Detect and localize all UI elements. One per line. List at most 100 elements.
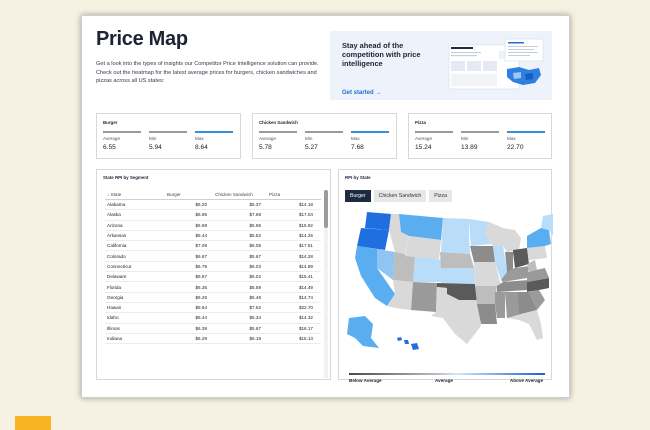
pizza-cell: $14.49 xyxy=(298,284,313,290)
state-cell: Colorado xyxy=(107,253,126,259)
promo-heading: Stay ahead of the competition with price… xyxy=(342,41,421,68)
state-indiana xyxy=(505,252,513,272)
table-row[interactable]: Indiana $6.29 $5.19 $15.13 xyxy=(105,334,321,345)
state-texas xyxy=(431,287,481,344)
get-started-link[interactable]: Get started → xyxy=(342,90,381,96)
state-cell: Florida xyxy=(107,284,122,290)
pizza-cell: $22.70 xyxy=(298,305,313,311)
legend-average: Average xyxy=(435,378,453,383)
us-price-map[interactable] xyxy=(343,206,553,356)
state-arkansas xyxy=(475,286,497,304)
state-nevada xyxy=(377,249,395,280)
state-oregon xyxy=(357,228,389,250)
state-ohio xyxy=(513,248,529,268)
state-wisconsin xyxy=(485,222,503,246)
state-florida xyxy=(507,310,543,340)
min-stat: Min 13.89 xyxy=(461,131,499,151)
state-georgia xyxy=(517,292,537,318)
state-south-dakota xyxy=(441,235,470,254)
state-south-carolina xyxy=(529,290,545,310)
state-column-header[interactable]: ↓ State xyxy=(107,192,122,197)
table-scrollbar[interactable] xyxy=(324,190,328,378)
max-value: 8.64 xyxy=(195,143,208,151)
burger-cell: $6.67 xyxy=(195,253,208,259)
burger-cell: $6.67 xyxy=(195,274,208,280)
pizza-cell: $14.74 xyxy=(298,294,313,300)
table-row[interactable]: Idaho $6.44 $5.34 $14.32 xyxy=(105,313,321,324)
min-value: 5.94 xyxy=(149,143,162,151)
state-north-dakota xyxy=(442,218,469,236)
burger-cell: $6.44 xyxy=(195,233,208,239)
table-row[interactable]: Illinois $6.39 $5.67 $16.17 xyxy=(105,324,321,334)
scrollbar-thumb[interactable] xyxy=(324,190,328,228)
average-value: 5.78 xyxy=(259,143,272,151)
chicken-sandwich-cell: $5.59 xyxy=(249,284,262,290)
state-michigan xyxy=(503,228,521,252)
legend-above-average: Above Average xyxy=(509,378,543,383)
table-row[interactable]: Delaware $6.67 $6.02 $15.41 xyxy=(105,272,321,283)
chicken-sandwich-column-header[interactable]: Chicken Sandwich xyxy=(215,192,253,197)
state-alaska xyxy=(347,316,379,348)
state-new-mexico xyxy=(411,282,437,312)
pizza-cell: $14.28 xyxy=(298,253,313,259)
state-missouri xyxy=(474,262,501,286)
table-row[interactable]: Connecticut $6.79 $6.03 $14.89 xyxy=(105,262,321,273)
state-washington xyxy=(365,212,391,230)
pizza-cell: $14.89 xyxy=(298,263,313,269)
table-row[interactable]: Alaska $6.95 $7.68 $17.04 xyxy=(105,210,321,221)
table-row[interactable]: Alabama $6.20 $5.37 $14.18 xyxy=(105,200,321,211)
min-stat: Min 5.27 xyxy=(305,131,343,151)
burger-cell: $6.44 xyxy=(195,315,208,321)
table-row[interactable]: Arkansas $6.44 $5.52 $14.25 xyxy=(105,231,321,242)
state-hawaii-1 xyxy=(397,337,402,341)
table-row[interactable]: Colorado $6.67 $5.67 $14.28 xyxy=(105,251,321,262)
table-row[interactable]: California $7.08 $6.05 $17.51 xyxy=(105,241,321,252)
burger-cell: $6.25 xyxy=(195,294,208,300)
table-row[interactable]: Florida $6.36 $5.59 $14.49 xyxy=(105,282,321,293)
table-row[interactable]: Hawaii $8.64 $7.62 $22.70 xyxy=(105,303,321,314)
tab-chicken-sandwich[interactable]: Chicken Sandwich xyxy=(373,190,427,202)
min-value: 5.27 xyxy=(305,143,318,151)
state-new-england xyxy=(541,214,553,236)
legend-gradient xyxy=(349,373,545,375)
max-stat: Max 8.64 xyxy=(195,131,233,151)
table-row[interactable]: Georgia $6.25 $5.46 $14.74 xyxy=(105,293,321,303)
arrow-down-icon: ↓ xyxy=(107,192,110,197)
card-title: Chicken Sandwich xyxy=(259,120,298,125)
min-value: 13.89 xyxy=(461,143,478,151)
state-illinois xyxy=(493,246,507,280)
burger-column-header[interactable]: Burger xyxy=(167,192,181,197)
state-cell: Alabama xyxy=(107,202,126,208)
pizza-cell: $17.51 xyxy=(298,243,313,249)
page-frame: Price Map Get a look into the types of i… xyxy=(81,15,570,398)
state-cell: Hawaii xyxy=(107,305,121,311)
state-cell: Georgia xyxy=(107,294,124,300)
chicken-sandwich-cell: $7.68 xyxy=(249,212,262,218)
state-california xyxy=(355,246,395,306)
tab-burger[interactable]: Burger xyxy=(345,190,371,202)
table-row[interactable]: Arizona $6.98 $5.65 $15.92 xyxy=(105,221,321,231)
panel-title: RPI by State xyxy=(345,175,371,180)
chicken-sandwich-cell: $5.52 xyxy=(249,233,262,239)
burger-cell: $6.39 xyxy=(195,325,208,331)
chicken-sandwich-cell: $5.37 xyxy=(249,202,262,208)
state-pennsylvania xyxy=(527,246,547,260)
rpi-map-panel: RPI by State Burger Chicken Sandwich Piz… xyxy=(338,169,553,383)
pizza-column-header[interactable]: Pizza xyxy=(269,192,281,197)
pizza-cell: $16.17 xyxy=(298,325,313,331)
min-stat: Min 5.94 xyxy=(149,131,187,151)
chicken-sandwich-cell: $5.19 xyxy=(249,336,262,341)
burger-cell: $6.95 xyxy=(195,212,208,218)
burger-cell: $6.79 xyxy=(195,263,208,269)
page-title: Price Map xyxy=(96,28,188,50)
chicken-sandwich-cell: $7.62 xyxy=(249,305,262,311)
pizza-cell: $14.25 xyxy=(298,233,313,239)
pizza-cell: $14.32 xyxy=(298,315,313,321)
state-rpi-table-panel: State RPI by Segment ↓ State Burger Chic… xyxy=(96,169,331,380)
chicken-sandwich-cell: $5.67 xyxy=(249,325,262,331)
tab-pizza[interactable]: Pizza xyxy=(429,190,452,202)
state-cell: Alaska xyxy=(107,212,121,218)
state-louisiana xyxy=(477,304,497,324)
state-kansas xyxy=(441,268,475,284)
pizza-cell: $15.92 xyxy=(298,222,313,228)
